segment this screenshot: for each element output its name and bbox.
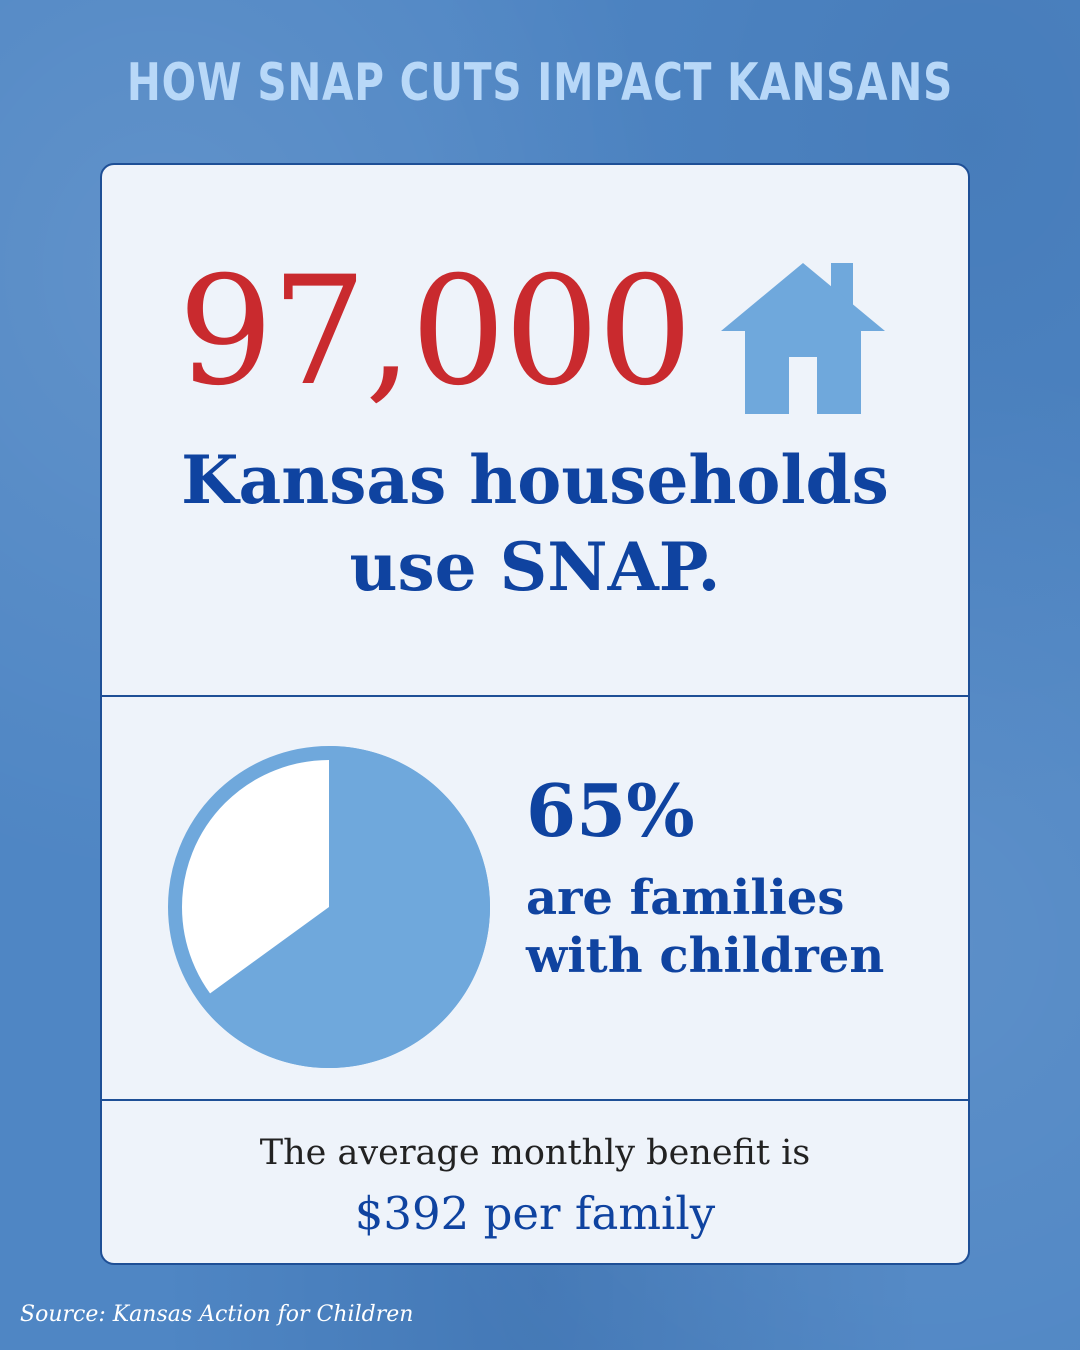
households-description: Kansas households use SNAP.	[102, 437, 968, 611]
households-count: 97,000	[178, 245, 693, 419]
source-citation: Source: Kansas Action for Children	[20, 1302, 414, 1327]
families-line2: with children	[526, 927, 885, 984]
households-line2: use SNAP.	[349, 528, 721, 607]
families-description: are families with children	[526, 870, 884, 985]
families-line1: are families	[526, 870, 845, 926]
page-title: HOW SNAP CUTS IMPACT KANSANS	[126, 53, 954, 113]
house-icon	[721, 263, 885, 414]
families-percent: 65%	[526, 768, 695, 853]
section-divider	[102, 695, 968, 697]
pie-slice-families-with-children	[198, 746, 491, 1068]
households-line1: Kansas households	[181, 441, 889, 519]
info-card: 97,000 Kansas households use SNAP. 65% a…	[100, 163, 970, 1265]
section-divider	[102, 1099, 968, 1101]
benefit-amount: $392 per family	[354, 1187, 716, 1240]
pie-chart-icon	[168, 746, 491, 1068]
benefit-label: The average monthly benefit is	[259, 1133, 811, 1173]
